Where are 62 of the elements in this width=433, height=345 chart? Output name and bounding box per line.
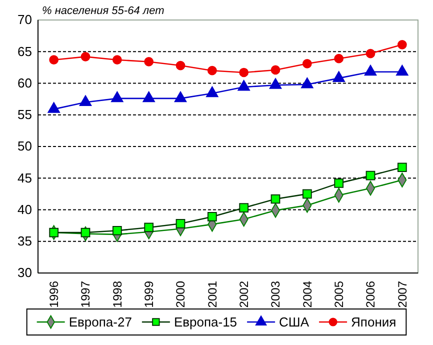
point (301, 78, 314, 88)
y-tick-label: 70 (18, 12, 32, 28)
point (396, 64, 408, 76)
point (270, 65, 280, 75)
legend-label: США (279, 314, 310, 330)
point (302, 58, 312, 68)
point (239, 68, 249, 78)
point (239, 203, 249, 213)
point (48, 102, 60, 113)
point (144, 57, 154, 66)
x-tick-label: 1997 (78, 280, 93, 308)
x-tick-label: 2000 (174, 280, 188, 308)
y-axis-title: % населения 55-64 лет (42, 5, 164, 17)
y-tick-label: 55 (18, 107, 32, 122)
point (111, 91, 124, 102)
point (79, 95, 92, 106)
point (176, 60, 186, 70)
x-tick-label: 2006 (364, 280, 378, 308)
x-tick-label: 1996 (47, 280, 62, 308)
point (207, 66, 217, 76)
point (112, 226, 122, 236)
point (49, 55, 59, 65)
point (142, 91, 155, 102)
point (144, 222, 154, 232)
y-tick-label: 50 (18, 138, 32, 154)
point (269, 78, 282, 89)
point (366, 170, 376, 180)
x-tick-label: 2003 (268, 280, 283, 308)
point (397, 162, 407, 172)
x-tick-label: 2004 (300, 280, 314, 308)
y-tick-label: 45 (18, 170, 32, 186)
point (206, 86, 218, 98)
point (80, 228, 90, 238)
legend-label: Европа-27 (68, 314, 132, 330)
y-tick-label: 65 (18, 44, 32, 59)
point (176, 218, 186, 228)
x-tick-label: 2007 (395, 280, 410, 308)
point (80, 52, 90, 62)
point (112, 55, 122, 65)
x-tick-label: 1998 (110, 280, 124, 308)
y-tick-label: 40 (18, 202, 32, 217)
y-tick-label: 30 (18, 265, 32, 280)
point (334, 54, 344, 64)
y-tick-label: 35 (18, 234, 32, 249)
x-tick-label: 2005 (332, 280, 346, 308)
point (238, 80, 250, 91)
point (366, 48, 376, 58)
point (270, 194, 280, 204)
point (334, 178, 344, 188)
point (397, 40, 407, 50)
point (49, 228, 59, 238)
y-tick-label: 60 (18, 75, 32, 90)
x-tick-label: 2002 (237, 280, 252, 308)
x-tick-label: 1999 (142, 280, 156, 308)
point (207, 212, 217, 222)
point (332, 71, 345, 82)
point (174, 91, 187, 102)
x-tick-label: 2001 (205, 280, 220, 308)
legend-label: Европа-15 (174, 314, 238, 330)
point (302, 189, 312, 199)
legend-label: Япония (351, 314, 396, 330)
point (364, 64, 377, 76)
